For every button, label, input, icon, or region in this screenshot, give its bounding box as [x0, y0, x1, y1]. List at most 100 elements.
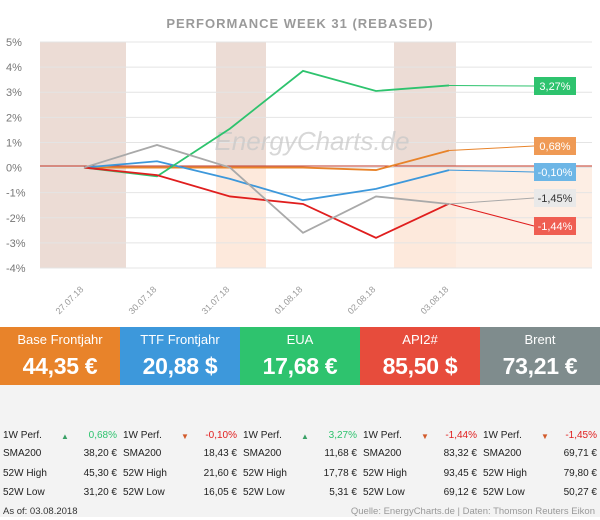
band-upper-1 — [216, 42, 266, 166]
x-tick-label: 30.07.18 — [127, 284, 159, 316]
card-stats: 1W Perf. ▲ 3,27% SMA200 11,68 € 52W High 17,78… — [240, 385, 360, 517]
low-row: 52W Low 50,27 € — [480, 485, 600, 501]
sma-row: SMA200 38,20 € — [0, 446, 120, 462]
y-tick-label: 4% — [6, 62, 22, 74]
sma-value: 83,32 € — [443, 448, 477, 459]
perf-label: 1W Perf. — [3, 430, 42, 441]
perf-label: 1W Perf. — [123, 430, 162, 441]
high-value: 93,45 € — [443, 468, 477, 479]
card-name: EUA — [286, 332, 314, 347]
card-name: TTF Frontjahr — [140, 332, 220, 347]
band-upper-2 — [394, 42, 456, 166]
source-note: Quelle: EnergyCharts.de | Daten: Thomson… — [350, 506, 595, 517]
x-tick-label: 02.08.18 — [346, 284, 378, 316]
end-label-box-1 — [534, 163, 576, 181]
high-row: 52W High 79,80 € — [480, 466, 600, 482]
low-row: 52W Low 69,12 € — [360, 485, 480, 501]
x-tick-label: 31.07.18 — [200, 284, 232, 316]
end-label-1: -0,10% — [538, 167, 573, 179]
card-3: API2# 85,50 $ 1W Perf. ▼ -1,44% SMA200 83,32 €… — [360, 327, 480, 517]
band-lower-0 — [40, 166, 126, 268]
low-value: 16,05 € — [203, 487, 237, 498]
card-0: Base Frontjahr 44,35 € 1W Perf. ▲ 0,68% SMA20… — [0, 327, 120, 517]
y-tick-label: 3% — [6, 87, 22, 99]
card-price: 17,68 € — [262, 353, 338, 379]
high-row: 52W High 45,30 € — [0, 466, 120, 482]
card-name: Brent — [524, 332, 556, 347]
high-label: 52W High — [363, 468, 407, 479]
low-row: 52W Low 5,31 € — [240, 485, 360, 501]
x-axis: 27.07.18 30.07.18 31.07.18 01.08.18 02.08.18… — [54, 284, 451, 316]
sma-row: SMA200 11,68 € — [240, 446, 360, 462]
perf-row: 1W Perf. ▲ 0,68% — [0, 428, 120, 444]
card-name: API2# — [402, 332, 438, 347]
card-header: EUA 17,68 € — [240, 327, 360, 385]
high-row: 52W High 21,60 € — [120, 466, 240, 482]
sma-row: SMA200 83,32 € — [360, 446, 480, 462]
sma-value: 38,20 € — [83, 448, 117, 459]
perf-row: 1W Perf. ▲ 3,27% — [240, 428, 360, 444]
card-price: 73,21 € — [502, 353, 578, 379]
high-row: 52W High 93,45 € — [360, 466, 480, 482]
up-arrow-icon: ▲ — [61, 432, 69, 441]
stats-panel: Base Frontjahr 44,35 €1W Perf. ▲ 0,68% SMA20… — [0, 327, 600, 517]
high-row: 52W High 17,78 € — [240, 466, 360, 482]
card-stats: 1W Perf. ▼ -1,45% SMA200 69,71 € 52W High 79,8… — [480, 385, 600, 517]
y-tick-label: 0% — [6, 163, 22, 175]
y-axis: 5% 4% 3% 2% 1% 0% -1% -2% -3% -4% — [6, 37, 26, 275]
end-label-box-0 — [534, 137, 576, 155]
series-line-1 — [83, 160, 450, 202]
card-price: 44,35 € — [22, 353, 98, 379]
perf-value: 0,68% — [88, 430, 117, 441]
sma-label: SMA200 — [483, 448, 522, 459]
perf-row: 1W Perf. ▼ -1,45% — [480, 428, 600, 444]
end-label-3: -1,44% — [538, 221, 573, 233]
y-tick-label: 1% — [6, 137, 22, 149]
high-value: 45,30 € — [83, 468, 117, 479]
low-label: 52W Low — [483, 487, 525, 498]
sma-row: SMA200 69,71 € — [480, 446, 600, 462]
card-stats: 1W Perf. ▼ -0,10% SMA200 18,43 € 52W High 21,6… — [120, 385, 240, 517]
low-value: 69,12 € — [443, 487, 477, 498]
chart-title: PERFORMANCE WEEK 31 (REBASED) — [166, 16, 433, 31]
perf-row: 1W Perf. ▼ -0,10% — [120, 428, 240, 444]
label-connector-3 — [448, 203, 535, 227]
end-label-box-4 — [534, 189, 576, 207]
perf-label: 1W Perf. — [243, 430, 282, 441]
low-row: 52W Low 16,05 € — [120, 485, 240, 501]
low-row: 52W Low 31,20 € — [0, 485, 120, 501]
series-line-4 — [83, 144, 450, 234]
sma-row: SMA200 18,43 € — [120, 446, 240, 462]
low-label: 52W Low — [123, 487, 165, 498]
high-label: 52W High — [123, 468, 167, 479]
card-header: API2# 85,50 $ — [360, 327, 480, 385]
card-2: EUA 17,68 € 1W Perf. ▲ 3,27% SMA200 11,68 € 52W… — [240, 327, 360, 517]
perf-label: 1W Perf. — [363, 430, 402, 441]
perf-value: -1,44% — [445, 430, 477, 441]
low-label: 52W Low — [3, 487, 45, 498]
card-price: 20,88 $ — [142, 353, 218, 379]
card-name: Base Frontjahr — [17, 332, 103, 347]
high-value: 21,60 € — [203, 468, 237, 479]
x-tick-label: 03.08.18 — [419, 284, 451, 316]
end-label-box-2 — [534, 77, 576, 95]
card-header: TTF Frontjahr 20,88 $ — [120, 327, 240, 385]
low-label: 52W Low — [243, 487, 285, 498]
down-arrow-icon: ▼ — [541, 432, 549, 441]
high-value: 79,80 € — [563, 468, 597, 479]
down-arrow-icon: ▼ — [181, 432, 189, 441]
low-label: 52W Low — [363, 487, 405, 498]
high-label: 52W High — [483, 468, 527, 479]
high-value: 17,78 € — [323, 468, 357, 479]
low-value: 50,27 € — [563, 487, 597, 498]
label-connector-2 — [448, 84, 535, 87]
label-connector-4 — [448, 197, 535, 205]
label-connector-0 — [448, 145, 535, 151]
y-tick-label: -4% — [6, 263, 26, 275]
perf-value: -1,45% — [565, 430, 597, 441]
sma-label: SMA200 — [243, 448, 282, 459]
sma-label: SMA200 — [3, 448, 42, 459]
y-tick-label: -2% — [6, 213, 26, 225]
label-connector-1 — [448, 169, 535, 173]
band-upper-0 — [40, 42, 126, 166]
